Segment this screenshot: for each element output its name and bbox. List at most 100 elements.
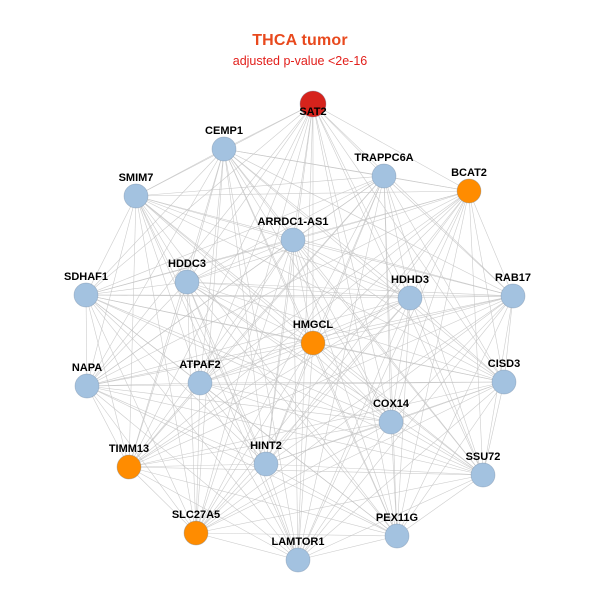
edge — [312, 103, 392, 423]
edge — [85, 294, 267, 465]
node-atpaf2 — [187, 370, 213, 396]
edge — [85, 175, 385, 296]
edge — [195, 532, 299, 561]
edge — [297, 342, 314, 561]
edge — [86, 385, 130, 468]
edge — [223, 148, 514, 297]
node-label-sat2: SAT2 — [299, 106, 326, 118]
edge — [468, 190, 505, 383]
node-label-pex11g: PEX11G — [376, 512, 418, 524]
edge — [85, 239, 294, 296]
edge — [223, 148, 314, 344]
edge — [297, 190, 470, 561]
edge — [265, 421, 392, 465]
edge — [86, 239, 294, 387]
edge — [86, 342, 314, 387]
edge — [128, 281, 188, 468]
edge — [312, 175, 385, 344]
edge — [135, 195, 411, 299]
edge — [383, 175, 505, 383]
node-sat2 — [299, 90, 327, 118]
edge — [128, 239, 294, 468]
edge — [292, 239, 398, 537]
edge — [85, 103, 314, 296]
node-label-ssu72: SSU72 — [466, 451, 501, 463]
edge — [292, 239, 411, 299]
edge — [86, 295, 514, 387]
edge — [195, 463, 267, 534]
edge — [468, 190, 514, 297]
node-label-bcat2: BCAT2 — [451, 167, 487, 179]
edge — [85, 294, 514, 297]
edge — [312, 190, 470, 344]
edge — [86, 385, 398, 537]
edge — [409, 297, 484, 476]
node-hint2 — [253, 451, 279, 477]
edge — [128, 295, 514, 468]
edge — [195, 382, 201, 534]
edge — [86, 385, 484, 476]
edge — [128, 421, 392, 468]
edge — [135, 195, 392, 423]
node-sdhaf1 — [73, 282, 99, 308]
node-label-rab17: RAB17 — [495, 272, 531, 284]
node-label-trappc6a: TRAPPC6A — [354, 152, 413, 164]
edge — [292, 239, 514, 297]
node-label-hint2: HINT2 — [250, 440, 282, 452]
edge — [195, 148, 225, 534]
edge — [199, 382, 398, 537]
edge — [85, 148, 225, 296]
edge — [223, 148, 299, 561]
edge — [199, 190, 470, 384]
edges-layer — [85, 103, 514, 561]
edge — [85, 195, 137, 296]
edge — [297, 295, 514, 561]
edge — [128, 381, 505, 468]
node-timm13 — [116, 454, 142, 480]
edge — [85, 294, 88, 387]
edge — [396, 381, 505, 537]
edge — [409, 295, 514, 299]
edge — [396, 295, 514, 537]
edge — [297, 297, 411, 561]
edge — [128, 466, 398, 537]
edge — [199, 295, 514, 384]
node-arrdc1-as1 — [280, 227, 306, 253]
edge — [86, 381, 505, 387]
edge — [186, 281, 314, 344]
edge — [503, 295, 514, 383]
node-label-arrdc1-as1: ARRDC1-AS1 — [258, 216, 329, 228]
edge — [265, 295, 514, 465]
edge — [265, 342, 314, 465]
edge — [297, 535, 398, 561]
edge — [312, 295, 514, 344]
edge — [265, 175, 385, 465]
edge — [128, 190, 470, 468]
node-label-cox14: COX14 — [373, 398, 410, 410]
node-ssu72 — [470, 462, 496, 488]
edge — [396, 474, 484, 537]
edge — [195, 175, 385, 534]
plot-title: THCA tumor — [252, 32, 348, 49]
node-label-timm13: TIMM13 — [109, 443, 149, 455]
edge — [86, 195, 137, 387]
edge — [312, 103, 514, 297]
edge — [265, 463, 398, 537]
edge — [86, 382, 201, 387]
edge — [85, 294, 484, 476]
node-hmgcl — [300, 330, 326, 356]
edge — [199, 381, 505, 384]
edge — [186, 281, 398, 537]
node-label-hddc3: HDDC3 — [168, 258, 206, 270]
edge — [199, 382, 267, 465]
edge — [128, 463, 267, 468]
node-cemp1 — [211, 136, 237, 162]
edge — [135, 195, 505, 383]
node-hddc3 — [174, 269, 200, 295]
edge — [383, 175, 411, 299]
plot-subtitle: adjusted p-value <2e-16 — [232, 54, 368, 68]
edge — [85, 294, 130, 468]
edge — [135, 195, 398, 537]
edge — [128, 466, 484, 476]
edge — [390, 190, 470, 423]
